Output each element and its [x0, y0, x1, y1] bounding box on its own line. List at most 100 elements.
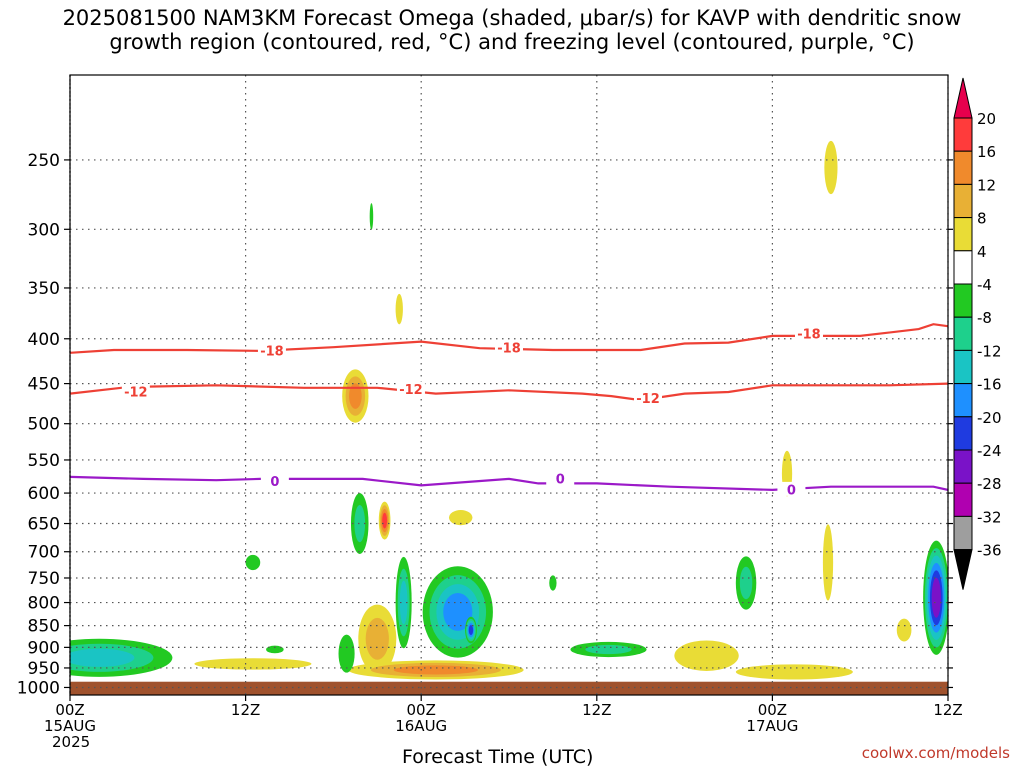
y-tick-label-850: 850	[28, 617, 60, 637]
x-tick-label-48-1: 17AUG	[746, 717, 798, 735]
omega-cell-4-3	[382, 512, 388, 529]
contour-label-bg-2-1	[546, 470, 575, 485]
colorbar-swatch-4	[953, 217, 973, 252]
colorbar-label-13: -36	[977, 542, 1002, 560]
y-tick-label-800: 800	[28, 594, 60, 614]
omega-cell-16-0	[822, 524, 834, 601]
omega-cell-7-3	[443, 592, 473, 631]
colorbar-swatch-9	[953, 383, 973, 418]
contour-label-bg-2-0	[260, 473, 289, 488]
chart-title: 2025081500 NAM3KM Forecast Omega (shaded…	[0, 6, 1024, 54]
colorbar-label-5: -4	[977, 276, 992, 294]
colorbar-label-2: 12	[977, 176, 996, 194]
colorbar-swatch-10	[953, 416, 973, 451]
contour-label-bg-1-2	[634, 390, 663, 405]
colorbar-swatch-2	[953, 150, 973, 185]
omega-cell-21-0	[896, 618, 912, 642]
colorbar-swatch-7	[953, 316, 973, 351]
title-line-1: 2025081500 NAM3KM Forecast Omega (shaded…	[62, 6, 962, 30]
contour-label-0-1: -18	[497, 342, 521, 357]
contour-label-1-0: -12	[124, 385, 148, 400]
omega-cell-25-0	[266, 645, 284, 654]
y-tick-label-900: 900	[28, 638, 60, 658]
contour-label-bg-1-0	[121, 383, 150, 398]
contour-label-0-2: -18	[797, 327, 821, 342]
colorbar-label-4: 4	[977, 243, 987, 261]
omega-cell-13-0	[449, 510, 473, 526]
contour-label-2-2: 0	[787, 483, 796, 498]
x-tick-label-24-1: 16AUG	[395, 717, 447, 735]
contour-label-bg-0-0	[257, 342, 286, 357]
y-tick-label-700: 700	[28, 543, 60, 563]
contour-label-1-2: -12	[636, 392, 660, 407]
contours: -18 -18 -18 -12 -12 -12 0 0 0	[70, 323, 948, 498]
omega-cell-19-0	[674, 640, 739, 671]
contour-label-bg-1-1	[396, 381, 425, 396]
x-tick-label-0-1: 15AUG	[44, 717, 96, 735]
omega-cell-23-0	[549, 575, 557, 591]
x-axis-label: Forecast Time (UTC)	[402, 746, 594, 768]
omega-cell-6-1	[365, 617, 389, 660]
colorbar-top-arrow	[953, 77, 973, 119]
colorbar-swatch-12	[953, 482, 973, 517]
x-tick-label-0-2: 2025	[52, 733, 90, 751]
colorbar-label-8: -16	[977, 376, 1002, 394]
omega-cell-22-0	[245, 554, 261, 571]
omega-cell-18-5	[931, 577, 941, 618]
omega-cell-0-2	[349, 383, 362, 409]
colorbar-swatch-13	[953, 515, 973, 551]
omega-cell-5-2	[399, 580, 408, 625]
contour-label-2-0: 0	[270, 475, 279, 490]
omega-cell-3-1	[354, 504, 366, 543]
y-tick-label-250: 250	[28, 151, 60, 171]
omega-cell-20-0	[735, 664, 853, 680]
omega-cell-9-2	[393, 665, 478, 675]
y-tick-label-550: 550	[28, 451, 60, 471]
colorbar-label-12: -32	[977, 508, 1002, 526]
y-tick-label-1000: 1000	[17, 678, 60, 698]
contour-line-2	[70, 475, 948, 492]
y-tick-label-300: 300	[28, 220, 60, 240]
omega-cell-24-0	[338, 634, 355, 673]
contour-line-1	[70, 382, 948, 402]
y-tick-label-450: 450	[28, 375, 60, 395]
colorbar-label-11: -28	[977, 475, 1002, 493]
omega-cell-1-0	[369, 203, 374, 230]
colorbar-label-3: 8	[977, 210, 987, 228]
colorbar-label-6: -8	[977, 309, 992, 327]
y-tick-label-350: 350	[28, 279, 60, 299]
y-tick-label-950: 950	[28, 659, 60, 679]
omega-cell-2-0	[395, 293, 403, 325]
colorbar-swatch-11	[953, 449, 973, 484]
colorbar: 20 16 12 8 4 -4 -8 -12 -16 -20 -24 -28 -32 -36	[953, 77, 1002, 590]
contour-label-bg-2-2	[777, 481, 806, 496]
contour-line-0	[70, 323, 948, 354]
omega-cell-14-0	[824, 140, 838, 195]
x-tick-label-36-0: 12Z	[582, 701, 611, 719]
x-tick-label-12-0: 12Z	[231, 701, 260, 719]
x-tick-label-24-0: 00Z	[407, 701, 436, 719]
colorbar-swatch-8	[953, 349, 973, 385]
contour-label-2-1: 0	[556, 472, 565, 487]
omega-cell-8-4	[468, 625, 474, 636]
colorbar-label-0: 20	[977, 110, 996, 128]
contour-label-bg-0-2	[794, 325, 823, 340]
omega-cell-12-0	[194, 658, 312, 670]
omega-shading	[70, 140, 948, 680]
omega-cell-10-1	[585, 644, 632, 655]
title-line-2: growth region (contoured, red, °C) and f…	[109, 30, 915, 54]
colorbar-swatch-3	[953, 183, 973, 219]
y-tick-label-400: 400	[28, 330, 60, 350]
colorbar-label-9: -20	[977, 409, 1002, 427]
contour-label-1-1: -12	[399, 383, 423, 398]
colorbar-bottom-arrow	[953, 549, 973, 590]
colorbar-label-10: -24	[977, 442, 1002, 460]
colorbar-swatch-1	[953, 117, 973, 152]
contour-label-0-0: -18	[260, 344, 284, 359]
omega-cell-11-2	[70, 648, 135, 667]
y-tick-label-600: 600	[28, 484, 60, 504]
omega-cell-17-1	[739, 566, 753, 600]
y-tick-label-500: 500	[28, 415, 60, 435]
